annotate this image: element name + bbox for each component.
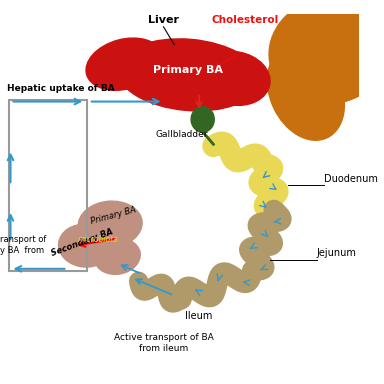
Ellipse shape	[94, 238, 140, 274]
Text: Primary BA: Primary BA	[154, 65, 223, 75]
Ellipse shape	[199, 51, 270, 106]
Ellipse shape	[86, 38, 163, 90]
Text: Liver: Liver	[148, 15, 179, 25]
Text: Primary BA: Primary BA	[90, 205, 137, 226]
Ellipse shape	[267, 45, 344, 140]
Ellipse shape	[78, 201, 142, 248]
Text: Hepatic uptake of BA: Hepatic uptake of BA	[7, 84, 115, 93]
Ellipse shape	[269, 0, 384, 104]
Text: Jejunum: Jejunum	[316, 248, 356, 258]
Text: Cholesterol: Cholesterol	[212, 15, 279, 25]
Text: Gallbladder: Gallbladder	[155, 130, 208, 139]
Ellipse shape	[59, 224, 112, 267]
Ellipse shape	[118, 39, 260, 111]
Text: Secondary BA: Secondary BA	[50, 228, 114, 258]
Text: Duodenum: Duodenum	[324, 174, 377, 184]
Ellipse shape	[191, 106, 214, 132]
Text: Active transport of BA
from ileum: Active transport of BA from ileum	[114, 333, 214, 353]
Text: Ileum: Ileum	[185, 311, 213, 321]
Text: ransport of
y BA  from: ransport of y BA from	[0, 235, 46, 255]
Text: microbiota: microbiota	[77, 235, 118, 244]
